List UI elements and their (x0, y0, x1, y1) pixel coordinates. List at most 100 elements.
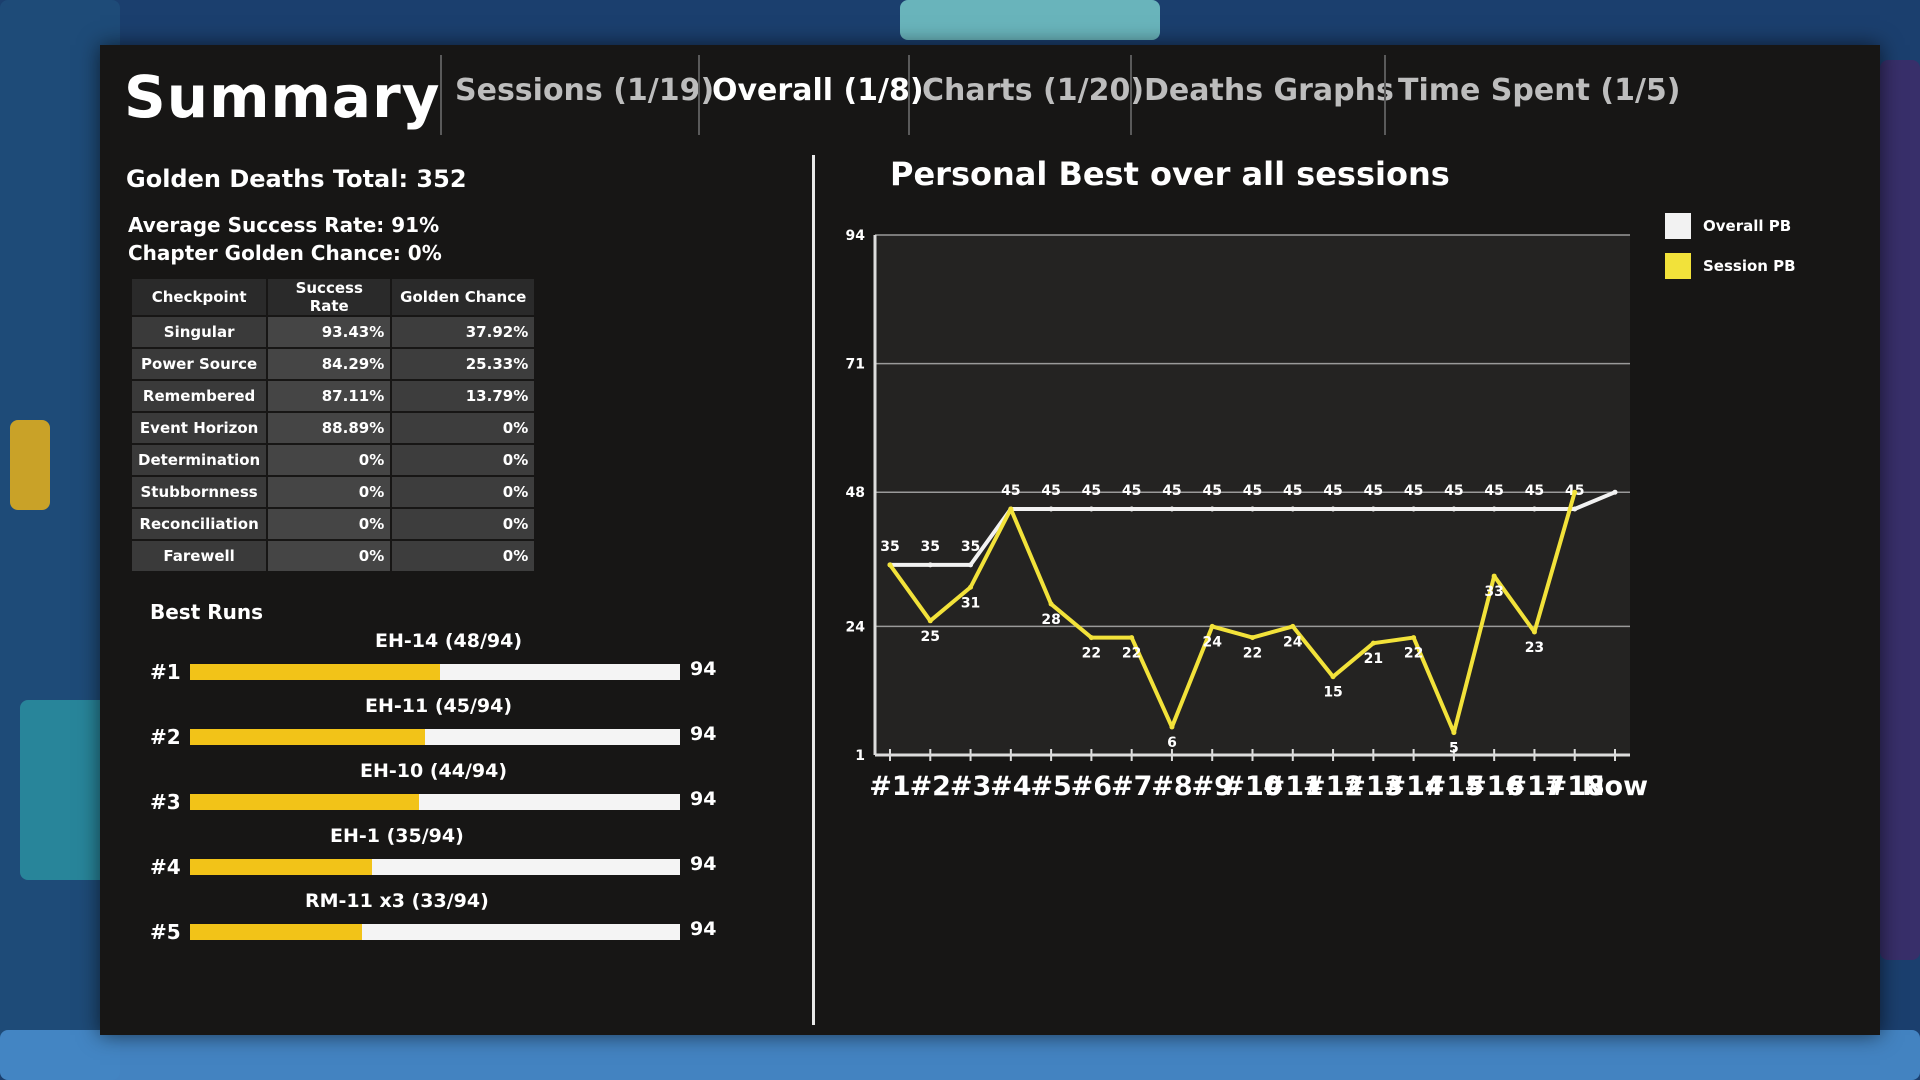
run-total: 94 (690, 723, 717, 745)
y-tick-label: 71 (846, 357, 865, 373)
data-point (927, 562, 933, 568)
tab-overall[interactable]: Overall (1/8) (712, 73, 924, 108)
x-tick-label: #6 (1071, 771, 1112, 802)
data-label: 45 (1082, 483, 1101, 499)
golden-chance: 0% (390, 507, 537, 541)
golden-chance: 0% (390, 475, 537, 509)
best-run-1: EH-14 (48/94) #1 94 (150, 630, 770, 690)
run-progress-fill (190, 924, 362, 940)
data-point (927, 618, 933, 624)
data-point (1209, 623, 1215, 629)
data-point (1531, 629, 1537, 635)
data-label: 45 (1001, 483, 1020, 499)
data-point (1451, 506, 1457, 512)
summary-panel: Summary Sessions (1/19) Overall (1/8) Ch… (100, 45, 1880, 1035)
golden-chance: 25.33% (390, 347, 537, 381)
x-tick-label: #7 (1111, 771, 1152, 802)
data-label: 45 (1525, 483, 1544, 499)
y-tick-label: 1 (855, 748, 865, 764)
checkpoint-name: Power Source (129, 347, 269, 381)
run-rank: #3 (150, 790, 181, 814)
data-label: 45 (1041, 483, 1060, 499)
chart-title: Personal Best over all sessions (890, 155, 1450, 193)
summary-title[interactable]: Summary (124, 63, 441, 131)
data-point (1491, 506, 1497, 512)
success-rate: 0% (266, 475, 393, 509)
data-label: 45 (1243, 483, 1262, 499)
data-label: 25 (921, 629, 940, 645)
plot-area (875, 235, 1630, 755)
chapter-golden-chance: Chapter Golden Chance: 0% (128, 241, 442, 265)
x-tick-label: #18 (1545, 771, 1605, 802)
table-row: Event Horizon 88.89% 0% (129, 411, 537, 445)
golden-deaths-total: Golden Deaths Total: 352 (126, 165, 467, 193)
data-label: 45 (1202, 483, 1221, 499)
run-total: 94 (690, 853, 717, 875)
data-label: 15 (1323, 685, 1342, 701)
data-point (1250, 506, 1255, 512)
x-tick-label: #8 (1151, 771, 1192, 802)
best-run-4: EH-1 (35/94) #4 94 (150, 825, 770, 885)
run-label: RM-11 x3 (33/94) (305, 890, 489, 912)
data-point (1330, 674, 1336, 680)
legend-label: Session PB (1703, 257, 1796, 275)
x-tick-label: #15 (1424, 771, 1484, 802)
run-progress-bar (190, 924, 680, 940)
data-label: 24 (1202, 634, 1222, 650)
data-point (1411, 506, 1417, 512)
table-row: Farewell 0% 0% (129, 539, 537, 573)
checkpoint-name: Event Horizon (129, 411, 269, 445)
x-tick-label: #3 (950, 771, 991, 802)
run-rank: #4 (150, 855, 181, 879)
table-row: Power Source 84.29% 25.33% (129, 347, 537, 381)
x-tick-label: #1 (869, 771, 910, 802)
checkpoint-name: Determination (129, 443, 269, 477)
run-progress-fill (190, 794, 420, 810)
success-rate: 0% (266, 443, 393, 477)
data-point (1411, 635, 1417, 641)
success-rate: 84.29% (266, 347, 393, 381)
data-point (1572, 506, 1578, 512)
x-tick-label: #13 (1343, 771, 1403, 802)
data-label: 35 (921, 539, 940, 555)
run-total: 94 (690, 918, 717, 940)
run-progress-bar (190, 664, 680, 680)
data-point (1088, 506, 1094, 512)
run-rank: #1 (150, 660, 181, 684)
y-tick-label: 24 (846, 619, 866, 635)
data-point (1370, 640, 1376, 646)
tab-deaths-graphs[interactable]: Deaths Graphs (1144, 73, 1394, 108)
x-tick-label: #5 (1030, 771, 1071, 802)
golden-chance: 13.79% (390, 379, 537, 413)
data-point (1370, 506, 1376, 512)
tab-time-spent[interactable]: Time Spent (1/5) (1398, 73, 1681, 108)
data-point (1290, 623, 1296, 629)
data-label: 28 (1041, 612, 1060, 628)
run-label: EH-1 (35/94) (330, 825, 464, 847)
data-point (1290, 506, 1296, 512)
x-tick-label: #14 (1384, 771, 1444, 802)
data-label: 45 (1323, 483, 1342, 499)
tab-sessions[interactable]: Sessions (1/19) (455, 73, 715, 108)
success-rate: 87.11% (266, 379, 393, 413)
run-rank: #5 (150, 920, 181, 944)
data-point (1330, 506, 1336, 512)
data-point (1129, 635, 1135, 641)
data-label: 35 (961, 539, 980, 555)
run-label: EH-14 (48/94) (375, 630, 523, 652)
y-tick-label: 94 (846, 228, 866, 244)
x-tick-label: #9 (1192, 771, 1233, 802)
success-rate: 93.43% (266, 315, 393, 349)
tab-charts[interactable]: Charts (1/20) (922, 73, 1145, 108)
run-progress-bar (190, 794, 680, 810)
data-point (968, 584, 974, 590)
data-point (1491, 573, 1497, 579)
best-run-5: RM-11 x3 (33/94) #5 94 (150, 890, 770, 950)
table-row: Singular 93.43% 37.92% (129, 315, 537, 349)
data-label: 23 (1525, 640, 1544, 656)
data-label: 22 (1404, 646, 1423, 662)
run-rank: #2 (150, 725, 181, 749)
data-label: 45 (1484, 483, 1503, 499)
pb-line-chart: 124487194#1#2#3#4#5#6#7#8#9#10#11#12#13#… (846, 228, 1649, 802)
data-label: 45 (1404, 483, 1423, 499)
